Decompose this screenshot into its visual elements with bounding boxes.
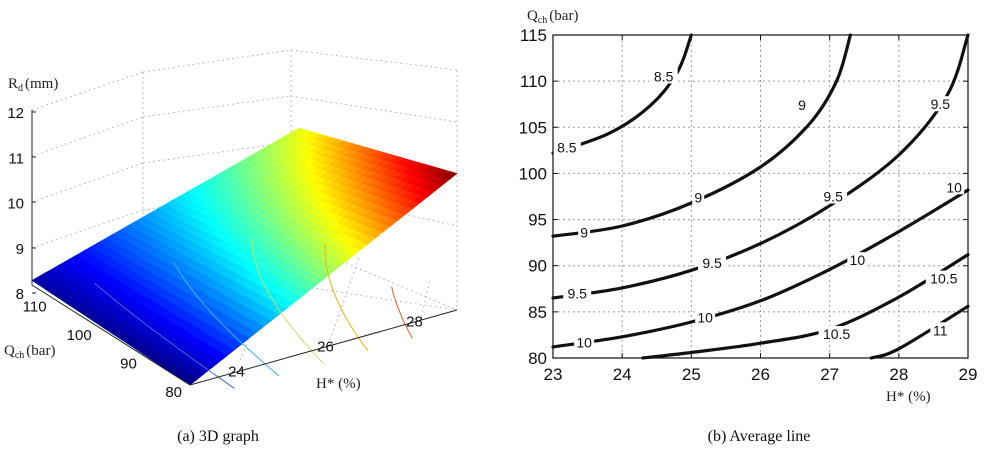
y-tick-label: 90: [120, 355, 137, 372]
x-tick-label: 23: [544, 365, 563, 384]
x-tick-label: 24: [613, 365, 632, 384]
contour-label: 9.5: [567, 285, 587, 301]
contour-label: 9: [580, 224, 588, 240]
x-tick-label: 29: [959, 365, 978, 384]
contour-label: 10: [946, 179, 962, 195]
contour-label: 10.5: [930, 271, 957, 287]
contour-label: 8.5: [654, 69, 674, 85]
x-tick-label: 24: [228, 364, 245, 381]
contour-label-bg: [926, 96, 955, 112]
z-tick-label: 11: [8, 150, 24, 167]
y-tick-label: 110: [520, 72, 547, 91]
z-tick-label: 9: [16, 241, 24, 258]
z-axis-label: Rd (mm): [8, 76, 58, 94]
z-tick-label: 8: [16, 286, 24, 303]
contour-label-bg: [819, 188, 848, 204]
y-tick-label: 115: [520, 26, 547, 45]
surface-3d-labels: Rd (mm) Qch (bar) H* (%) 8 9 10 11 12 110 100 90…: [4, 76, 423, 401]
contour-label-bg: [698, 254, 727, 270]
contour-label-bg: [847, 252, 868, 268]
x-tick-label: 28: [889, 365, 908, 384]
floor-contour: [251, 239, 324, 364]
contour-line-8.5: [551, 33, 693, 155]
y-tick-label: 80: [528, 349, 547, 368]
x-tick-label: 26: [751, 365, 770, 384]
floor-contour: [94, 282, 235, 389]
y-tick-label: 90: [528, 257, 547, 276]
caption-average-line: (b) Average line: [708, 428, 811, 445]
surface-3d: [31, 127, 458, 389]
contour-y-ticks: 80 85 90 95 100 105 110 115: [519, 26, 968, 368]
contour-label: 11: [933, 322, 948, 338]
x-tick-label: 25: [682, 365, 701, 384]
contour-label: 9: [798, 97, 806, 113]
contour-label-bg: [818, 326, 855, 342]
panel-3d-graph: Rd (mm) Qch (bar) H* (%) 8 9 10 11 12 110 100 90…: [4, 49, 458, 445]
contour-lines: [551, 33, 970, 360]
x-axis-label: H* (%): [316, 376, 361, 392]
contour-label: 9.5: [702, 255, 722, 271]
contour-label-bg: [578, 224, 591, 240]
contour-label: 8.5: [557, 140, 577, 156]
contour-label-bg: [925, 270, 962, 286]
surface-3d-frame: [31, 110, 458, 386]
y-tick-label: 110: [23, 298, 47, 315]
contour-x-axis-label: H* (%): [886, 389, 931, 405]
contour-label-bg: [695, 309, 716, 325]
floor-contour: [172, 260, 280, 377]
contour-y-axis-label: Qch (bar): [527, 8, 578, 26]
floor-contour: [391, 286, 413, 339]
contour-label: 10.5: [823, 326, 850, 342]
contour-label-bg: [692, 189, 705, 205]
y-tick-label: 100: [67, 327, 92, 344]
contour-label: 10: [850, 252, 866, 268]
contour-label-bg: [563, 285, 592, 301]
contour-label-bg: [649, 68, 678, 84]
contour-label-bg: [796, 97, 808, 113]
contour-label: 10: [697, 309, 713, 325]
contour-label: 9: [694, 189, 702, 205]
y-tick-label: 105: [519, 118, 547, 137]
contour-label: 9.5: [823, 189, 843, 205]
y-tick-label: 95: [528, 211, 547, 230]
y-tick-label: 80: [165, 384, 182, 401]
caption-3d-graph: (a) 3D graph: [177, 428, 259, 445]
contour-label-bg: [930, 322, 951, 338]
panel-contour-plot: 8.58.59999.59.59.59.51010101010.510.511 …: [519, 8, 978, 445]
contour-label: 9.5: [931, 96, 951, 112]
x-tick-label: 28: [406, 314, 423, 331]
y-tick-label: 100: [519, 164, 547, 183]
contour-labels: 8.5 8.5 9 9 9 9.5 9.5 9.5 9.5 10 10 10 10 10.5 10.5 11: [552, 68, 965, 350]
z-tick-label: 10: [7, 196, 24, 213]
contour-label-bg: [944, 179, 965, 195]
x-tick-label: 27: [820, 365, 839, 384]
contour-label: 10: [576, 334, 592, 350]
contour-line-10: [551, 188, 970, 349]
contour-label-bg: [574, 334, 595, 350]
contour-line-11: [869, 304, 970, 360]
y-tick-label: 85: [528, 303, 547, 322]
contour-label-bg: [552, 139, 581, 155]
contour-line-9: [551, 33, 852, 238]
surface-cell: [442, 171, 458, 180]
floor-contour: [324, 243, 369, 352]
y-axis-label: Qch (bar): [4, 343, 55, 361]
z-tick-label: 12: [7, 105, 24, 122]
x-tick-label: 26: [317, 339, 334, 356]
contour-line-10.5: [641, 253, 970, 360]
contour-x-ticks: 23 24 25 26 27 28 29: [544, 35, 978, 384]
